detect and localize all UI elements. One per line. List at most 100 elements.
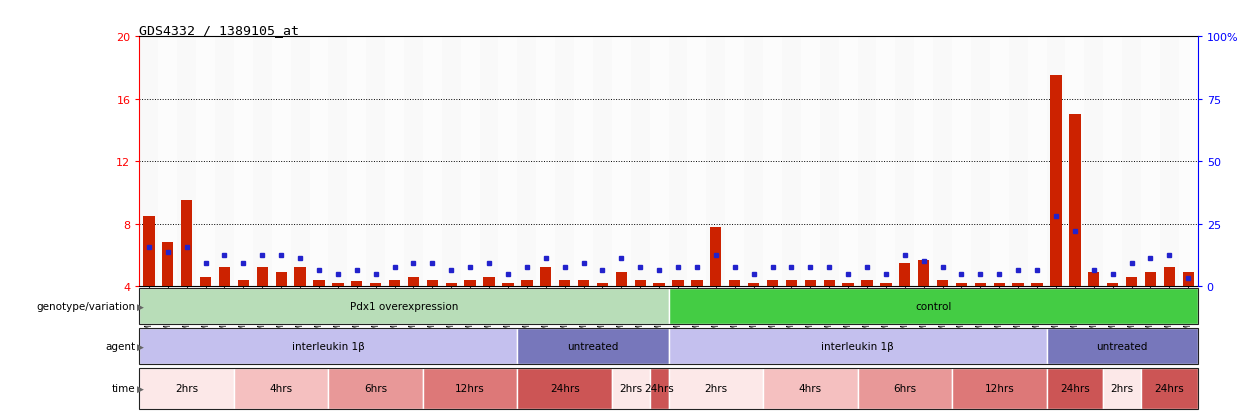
Bar — [461, 37, 479, 286]
Bar — [952, 368, 1047, 409]
Bar — [876, 37, 895, 286]
Text: untreated: untreated — [1097, 341, 1148, 351]
Bar — [706, 37, 726, 286]
Bar — [1125, 277, 1137, 349]
Bar — [669, 288, 1198, 324]
Text: ▶: ▶ — [137, 302, 144, 311]
Text: 4hrs: 4hrs — [799, 384, 822, 394]
Text: 12hrs: 12hrs — [985, 384, 1015, 394]
Bar — [464, 280, 476, 349]
Text: 4hrs: 4hrs — [270, 384, 293, 394]
Bar — [1107, 283, 1118, 349]
Text: control: control — [915, 301, 951, 311]
Bar — [540, 268, 552, 349]
Bar — [1088, 272, 1099, 349]
Text: 6hrs: 6hrs — [364, 384, 387, 394]
Bar — [994, 283, 1005, 349]
Bar — [669, 37, 687, 286]
Bar — [347, 37, 366, 286]
Text: ▶: ▶ — [137, 342, 144, 351]
Bar — [819, 37, 839, 286]
Bar — [631, 37, 650, 286]
Text: 24hrs: 24hrs — [1154, 384, 1184, 394]
Bar — [858, 368, 952, 409]
Bar — [669, 368, 763, 409]
Bar — [139, 37, 158, 286]
Bar — [238, 280, 249, 349]
Bar — [763, 368, 858, 409]
Bar — [1183, 272, 1194, 349]
Bar — [839, 37, 858, 286]
Bar — [934, 37, 952, 286]
Bar — [672, 280, 684, 349]
Text: 2hrs: 2hrs — [176, 384, 198, 394]
Bar — [310, 37, 329, 286]
Bar — [555, 37, 574, 286]
Bar — [234, 37, 253, 286]
Bar — [219, 268, 230, 349]
Bar — [1164, 268, 1175, 349]
Bar — [823, 280, 835, 349]
Bar — [990, 37, 1008, 286]
Bar — [726, 37, 745, 286]
Bar — [408, 277, 420, 349]
Text: agent: agent — [106, 341, 136, 351]
Bar — [669, 328, 1047, 364]
Bar — [611, 37, 631, 286]
Bar — [654, 283, 665, 349]
Bar — [518, 37, 537, 286]
Bar — [427, 280, 438, 349]
Text: interleukin 1β: interleukin 1β — [293, 341, 365, 351]
Bar — [843, 283, 854, 349]
Text: time: time — [112, 384, 136, 394]
Bar — [518, 328, 669, 364]
Bar — [1051, 76, 1062, 349]
Bar — [197, 37, 215, 286]
Bar — [423, 37, 442, 286]
Bar — [403, 37, 423, 286]
Bar — [767, 280, 778, 349]
Bar — [687, 37, 706, 286]
Bar — [385, 37, 403, 286]
Bar — [329, 368, 423, 409]
Text: interleukin 1β: interleukin 1β — [822, 341, 894, 351]
Bar — [880, 283, 891, 349]
Bar — [329, 37, 347, 286]
Bar — [423, 368, 518, 409]
Bar — [937, 280, 949, 349]
Bar — [710, 227, 722, 349]
Bar — [271, 37, 290, 286]
Bar — [522, 280, 533, 349]
Bar — [162, 243, 173, 349]
Bar — [971, 37, 990, 286]
Bar — [745, 37, 763, 286]
Text: genotype/variation: genotype/variation — [36, 301, 136, 311]
Text: GDS4332 / 1389105_at: GDS4332 / 1389105_at — [139, 24, 300, 37]
Text: 24hrs: 24hrs — [550, 384, 579, 394]
Bar — [234, 368, 329, 409]
Bar — [593, 37, 611, 286]
Text: 12hrs: 12hrs — [456, 384, 486, 394]
Bar — [1047, 37, 1066, 286]
Bar — [332, 283, 344, 349]
Bar — [1103, 368, 1140, 409]
Bar — [200, 277, 212, 349]
Bar — [518, 368, 611, 409]
Bar — [1047, 328, 1198, 364]
Bar — [650, 368, 669, 409]
Bar — [635, 280, 646, 349]
Bar — [899, 263, 910, 349]
Bar — [446, 283, 457, 349]
Bar — [479, 37, 498, 286]
Bar — [1140, 368, 1198, 409]
Bar — [956, 283, 967, 349]
Bar — [801, 37, 819, 286]
Bar — [1069, 115, 1081, 349]
Bar — [1047, 368, 1103, 409]
Bar — [1122, 37, 1140, 286]
Bar — [1012, 283, 1023, 349]
Text: 2hrs: 2hrs — [705, 384, 727, 394]
Bar — [1160, 37, 1179, 286]
Bar — [914, 37, 934, 286]
Bar — [366, 37, 385, 286]
